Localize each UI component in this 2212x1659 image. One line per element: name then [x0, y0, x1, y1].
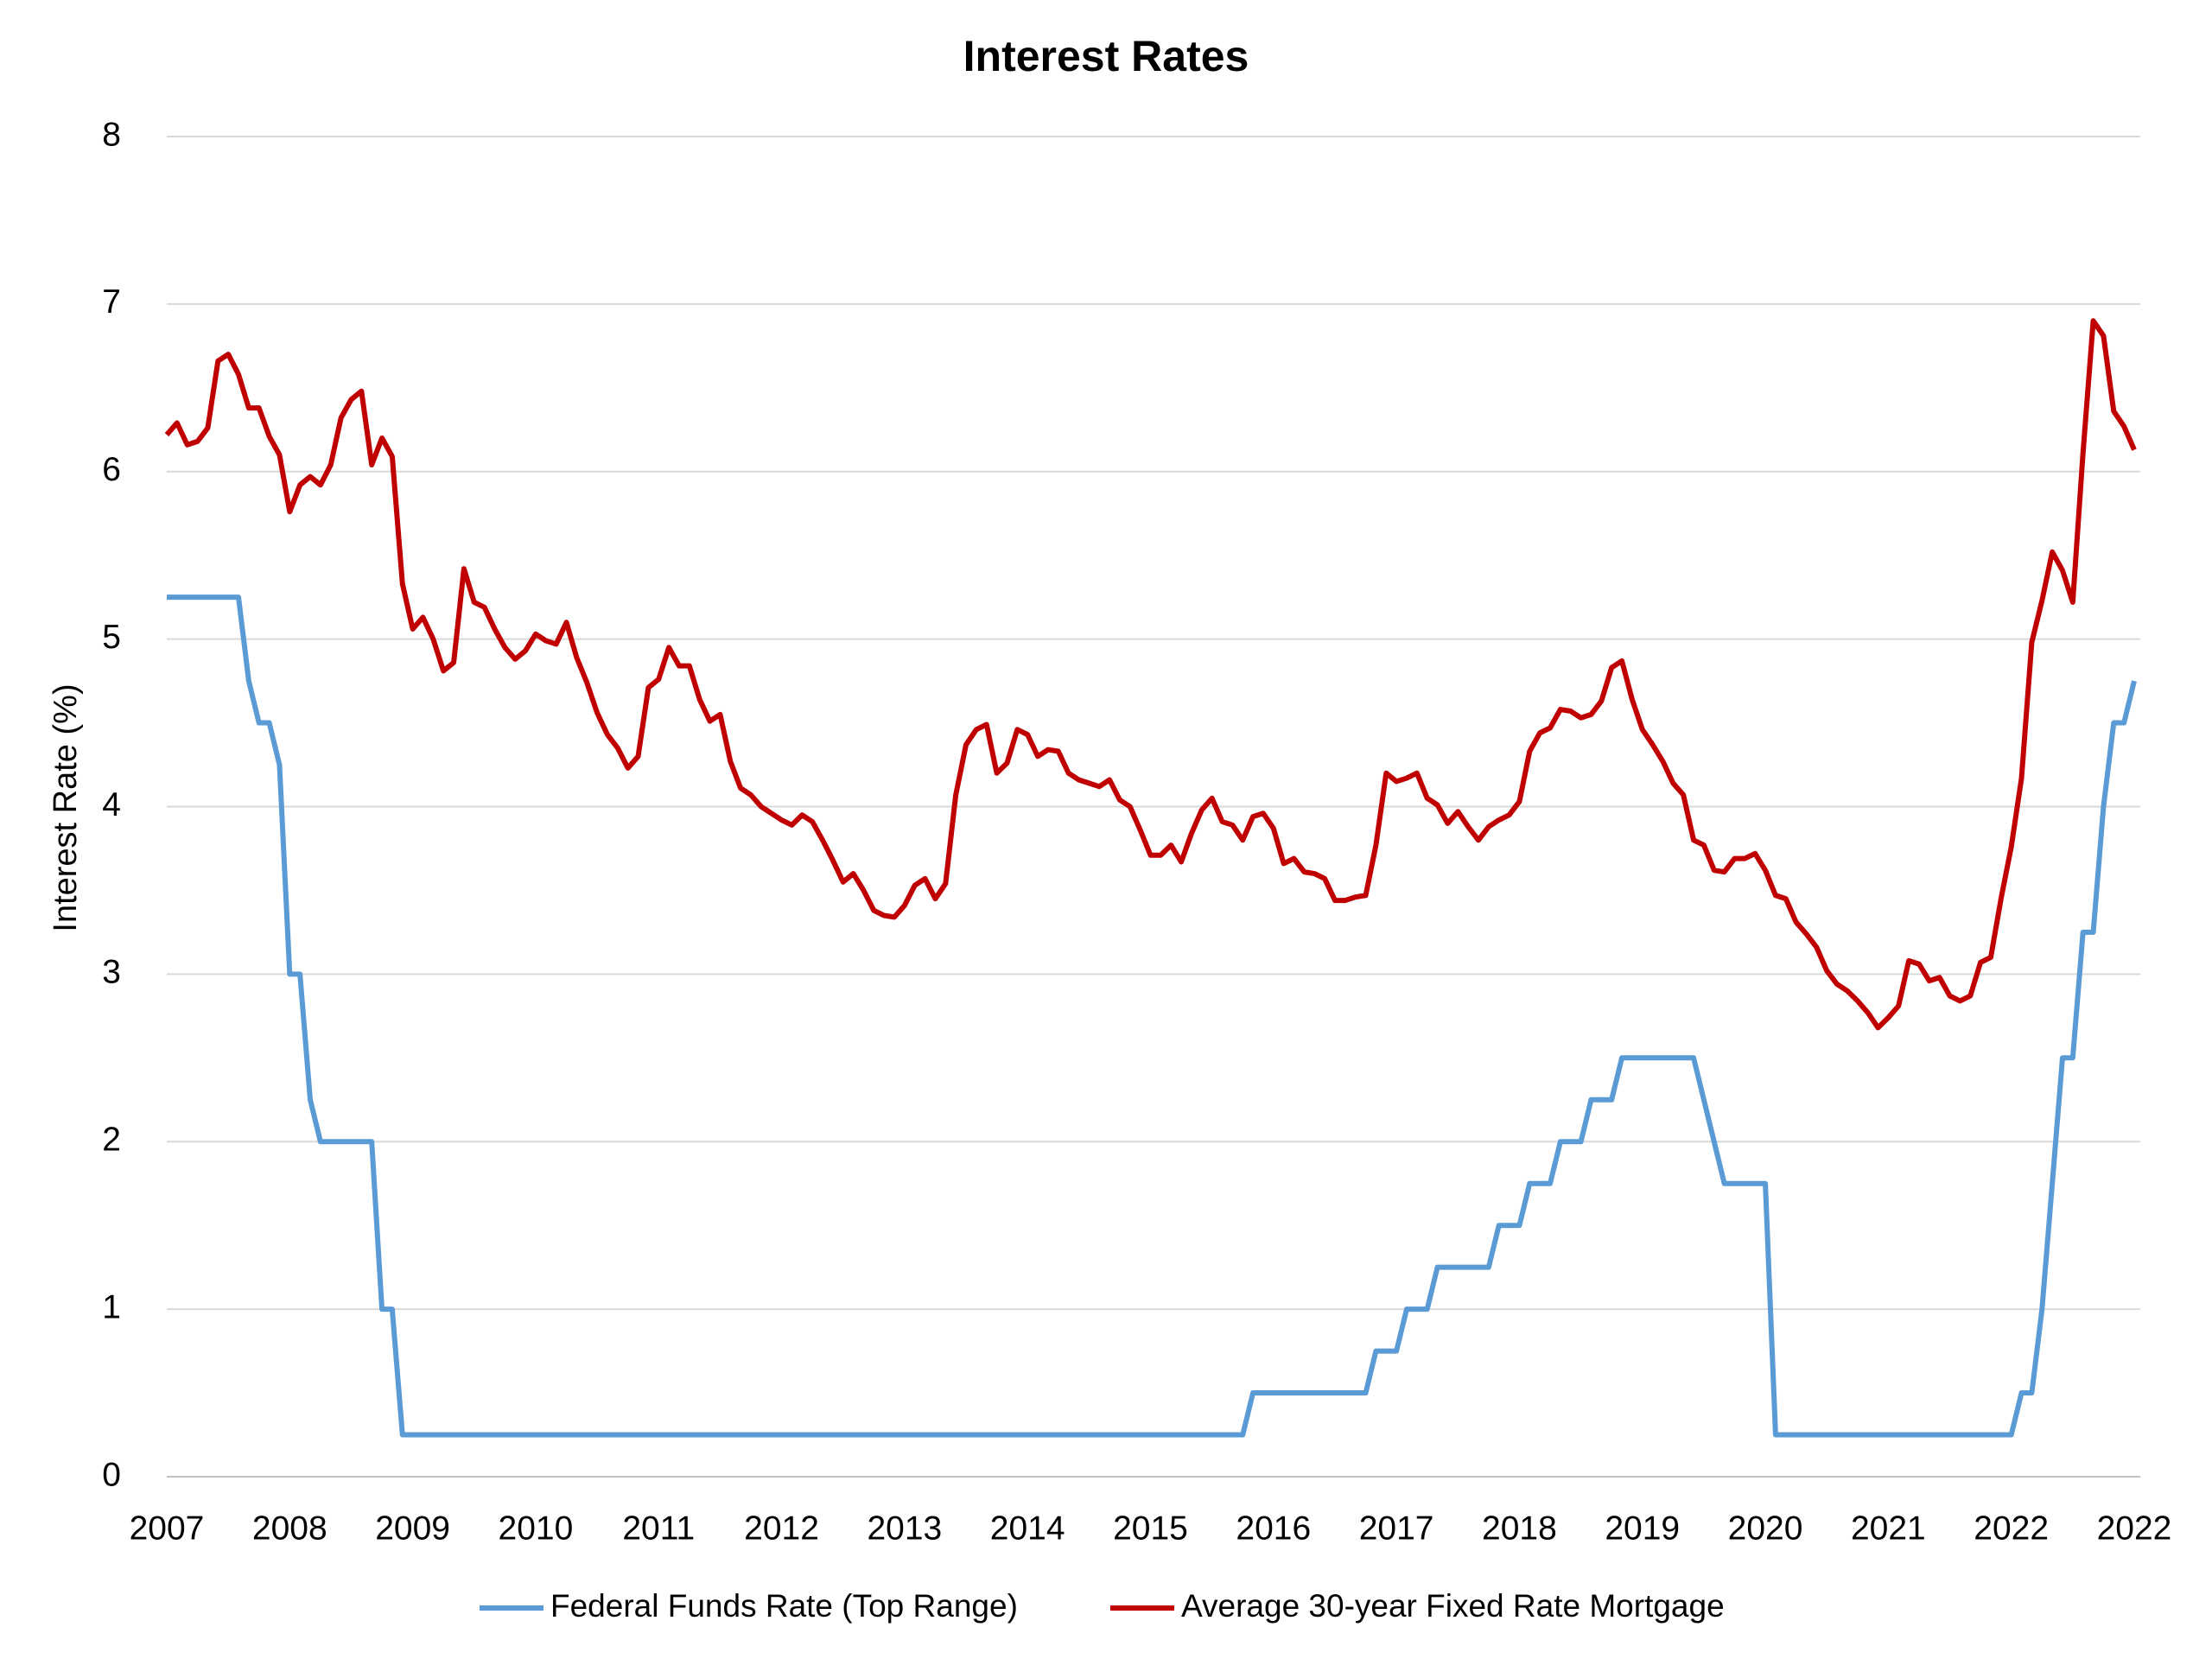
x-tick-label: 2019 — [1605, 1510, 1680, 1547]
legend-label: Federal Funds Rate (Top Range) — [550, 1588, 1018, 1624]
y-tick-label: 2 — [102, 1122, 121, 1159]
x-tick-label: 2021 — [1851, 1510, 1926, 1547]
y-tick-label: 4 — [102, 786, 121, 823]
y-tick-label: 5 — [102, 619, 121, 656]
x-tick-label: 2008 — [252, 1510, 327, 1547]
x-tick-label: 2016 — [1236, 1510, 1311, 1547]
x-tick-label: 2014 — [990, 1510, 1065, 1547]
x-tick-label: 2011 — [622, 1510, 695, 1547]
series-line — [167, 594, 2137, 1438]
x-tick-label: 2018 — [1482, 1510, 1557, 1547]
y-tick-label: 0 — [102, 1456, 121, 1493]
x-tick-label: 2010 — [499, 1510, 574, 1547]
series-line — [164, 318, 2137, 1031]
x-tick-label: 2017 — [1359, 1510, 1434, 1547]
y-tick-label: 3 — [102, 954, 121, 991]
y-tick-label: 7 — [102, 283, 121, 321]
y-tick-label: 6 — [102, 451, 121, 488]
x-tick-label: 2022 — [1974, 1510, 2049, 1547]
x-tick-label: 2013 — [867, 1510, 942, 1547]
x-tick-label: 2009 — [375, 1510, 450, 1547]
x-tick-label: 2020 — [1728, 1510, 1803, 1547]
chart-title: Interest Rates — [963, 32, 1249, 80]
x-tick-label: 2022 — [2097, 1510, 2172, 1547]
y-tick-label: 8 — [102, 116, 121, 153]
legend-label: Average 30-year Fixed Rate Mortgage — [1181, 1588, 1725, 1624]
x-tick-label: 2012 — [744, 1510, 819, 1547]
y-axis-label: Interest Rate (%) — [48, 683, 84, 931]
y-tick-label: 1 — [102, 1288, 121, 1325]
x-tick-label: 2007 — [130, 1510, 205, 1547]
x-tick-label: 2015 — [1113, 1510, 1188, 1547]
